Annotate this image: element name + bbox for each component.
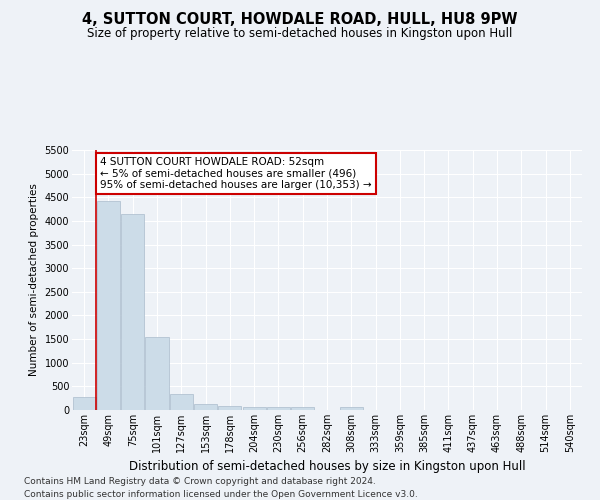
Bar	[121, 214, 144, 410]
Text: Contains public sector information licensed under the Open Government Licence v3: Contains public sector information licen…	[24, 490, 418, 499]
Bar	[194, 404, 217, 410]
Bar	[73, 397, 95, 410]
Text: 4 SUTTON COURT HOWDALE ROAD: 52sqm
← 5% of semi-detached houses are smaller (496: 4 SUTTON COURT HOWDALE ROAD: 52sqm ← 5% …	[100, 157, 371, 190]
Bar	[170, 394, 193, 410]
Text: 4, SUTTON COURT, HOWDALE ROAD, HULL, HU8 9PW: 4, SUTTON COURT, HOWDALE ROAD, HULL, HU8…	[82, 12, 518, 28]
X-axis label: Distribution of semi-detached houses by size in Kingston upon Hull: Distribution of semi-detached houses by …	[128, 460, 526, 473]
Bar	[97, 200, 120, 410]
Bar	[218, 406, 241, 410]
Text: Contains HM Land Registry data © Crown copyright and database right 2024.: Contains HM Land Registry data © Crown c…	[24, 478, 376, 486]
Bar	[340, 407, 363, 410]
Bar	[291, 408, 314, 410]
Bar	[267, 408, 290, 410]
Text: Size of property relative to semi-detached houses in Kingston upon Hull: Size of property relative to semi-detach…	[88, 28, 512, 40]
Y-axis label: Number of semi-detached properties: Number of semi-detached properties	[29, 184, 39, 376]
Bar	[145, 336, 169, 410]
Bar	[242, 407, 266, 410]
